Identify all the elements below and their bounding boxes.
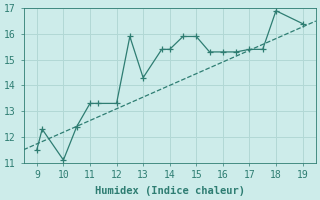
X-axis label: Humidex (Indice chaleur): Humidex (Indice chaleur)	[95, 186, 245, 196]
